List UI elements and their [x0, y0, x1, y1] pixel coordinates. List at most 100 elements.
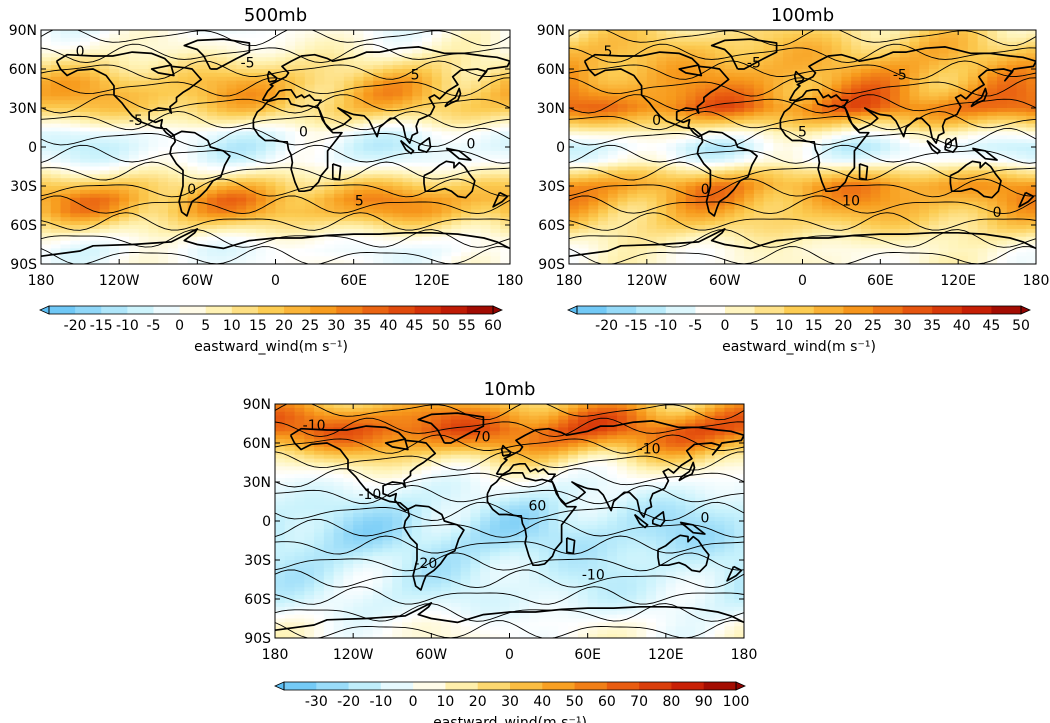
colorbar-tick-label: 50	[566, 694, 584, 710]
y-tick-label: 90N	[9, 23, 37, 39]
colorbar-segment	[695, 306, 726, 314]
x-tick-label: 60W	[181, 273, 213, 289]
wind-field	[275, 404, 744, 638]
colorbar-segment	[413, 682, 446, 690]
y-tick-label: 90S	[244, 631, 271, 647]
colorbar-tick-label: 30	[501, 694, 519, 710]
colorbar-segment	[574, 682, 608, 690]
contour-label: 0	[652, 113, 661, 129]
colorbar-tick-label: 80	[662, 694, 680, 710]
colorbar-segment	[284, 682, 317, 690]
colorbar-tick-label: -10	[369, 694, 392, 710]
x-tick-label: 0	[271, 273, 280, 289]
x-tick-label: 180	[731, 647, 758, 663]
colorbar-segment	[445, 682, 479, 690]
colorbar-segment	[813, 306, 844, 314]
colorbar-segment	[542, 682, 575, 690]
colorbar-tick-label: 60	[484, 318, 502, 334]
x-tick-label: 180	[28, 273, 55, 289]
contour-label: -10	[358, 487, 381, 503]
contour-label: 5	[355, 194, 364, 210]
colorbar-tick-label: 0	[721, 318, 730, 334]
colorbar-tick-label: 5	[750, 318, 759, 334]
colorbar-segment	[49, 306, 76, 314]
colorbar-segment	[477, 682, 511, 690]
y-tick-label: 60S	[538, 218, 565, 234]
contour-label: 5	[411, 67, 420, 83]
colorbar-tick-label: 0	[175, 318, 184, 334]
colorbar-tick-label: 15	[249, 318, 267, 334]
colorbar-segment	[754, 306, 785, 314]
colorbar-segment	[665, 306, 696, 314]
colorbar-tick-label: -20	[64, 318, 87, 334]
colorbar-tick-label: 70	[630, 694, 648, 710]
colorbar-tick-label: 40	[380, 318, 398, 334]
colorbar-tick-label: 35	[353, 318, 371, 334]
colorbar-segment	[101, 306, 128, 314]
colorbar-segment	[725, 306, 755, 314]
colorbar-segment	[902, 306, 933, 314]
colorbar-tick-label: 90	[695, 694, 713, 710]
colorbar-tick-label: 55	[458, 318, 476, 334]
x-tick-label: 60W	[415, 647, 447, 663]
colorbar-tick-label: -30	[305, 694, 328, 710]
colorbar-segment	[606, 306, 637, 314]
colorbar-tick-label: 40	[953, 318, 971, 334]
contour-label: 0	[76, 44, 85, 60]
x-tick-label: 180	[1023, 273, 1050, 289]
panel-title: 500mb	[244, 5, 307, 26]
colorbar-segment	[316, 682, 349, 690]
colorbar-segment	[991, 306, 1022, 314]
colorbar-tick-label: 50	[1012, 318, 1030, 334]
colorbar-segment	[257, 306, 285, 314]
panel-title: 100mb	[771, 5, 834, 26]
y-tick-label: 90N	[243, 397, 271, 413]
colorbar-tick-label: -15	[90, 318, 113, 334]
colorbar-label: eastward_wind(m s⁻¹)	[194, 339, 348, 355]
contour-label: -20	[414, 556, 437, 572]
colorbar: -20 -15 -10 -5 0 5 10 15 20 25 30 35 40 45 50 eastward_…	[567, 305, 1031, 355]
y-tick-label: 90N	[537, 23, 565, 39]
y-tick-label: 30N	[9, 101, 37, 117]
colorbar-tick-label: 20	[275, 318, 293, 334]
colorbar-segment	[606, 682, 640, 690]
contour-label: -10	[638, 441, 661, 457]
colorbar-segment	[636, 306, 667, 314]
contour-label: 0	[700, 510, 709, 526]
colorbar-segment	[671, 682, 705, 690]
colorbar-tick-label: 30	[327, 318, 345, 334]
colorbar-tick-label: 10	[436, 694, 454, 710]
y-tick-label: 60N	[243, 436, 271, 452]
x-tick-label: 180	[556, 273, 583, 289]
x-tick-label: 60E	[340, 273, 367, 289]
colorbar-tick-label: 45	[406, 318, 424, 334]
y-tick-label: 60N	[537, 62, 565, 78]
colorbar-tick-label: -20	[595, 318, 618, 334]
colorbar-tick-label: 20	[469, 694, 487, 710]
panel-title: 10mb	[484, 379, 536, 400]
contour-label: 0	[299, 125, 308, 141]
colorbar-segment	[577, 306, 607, 314]
contour-label: -5	[747, 56, 761, 72]
colorbar-segment	[75, 306, 102, 314]
colorbar-segment	[388, 306, 416, 314]
colorbar-segment	[843, 306, 874, 314]
colorbar-tick-label: -10	[654, 318, 677, 334]
colorbar-label: eastward_wind(m s⁻¹)	[722, 339, 876, 355]
colorbar-segment	[205, 306, 233, 314]
colorbar-tick-label: 25	[301, 318, 319, 334]
contour-label: -10	[582, 568, 605, 584]
colorbar: -20 -15 -10 -5 0 5 10 15 20 25 30 35 40 45 50 55 60 eastw…	[39, 305, 503, 355]
x-tick-label: 120E	[648, 647, 684, 663]
y-tick-label: 30S	[538, 179, 565, 195]
y-tick-label: 90S	[10, 257, 37, 273]
contour-label: 5	[798, 125, 807, 141]
y-tick-label: 0	[262, 514, 271, 530]
contour-label: 0	[993, 205, 1002, 221]
coastlines	[41, 38, 510, 258]
contour-label: -5	[129, 113, 143, 129]
colorbar-segment	[362, 306, 389, 314]
colorbar-tick-label: 45	[982, 318, 1000, 334]
colorbar-label: eastward_wind(m s⁻¹)	[433, 715, 587, 723]
